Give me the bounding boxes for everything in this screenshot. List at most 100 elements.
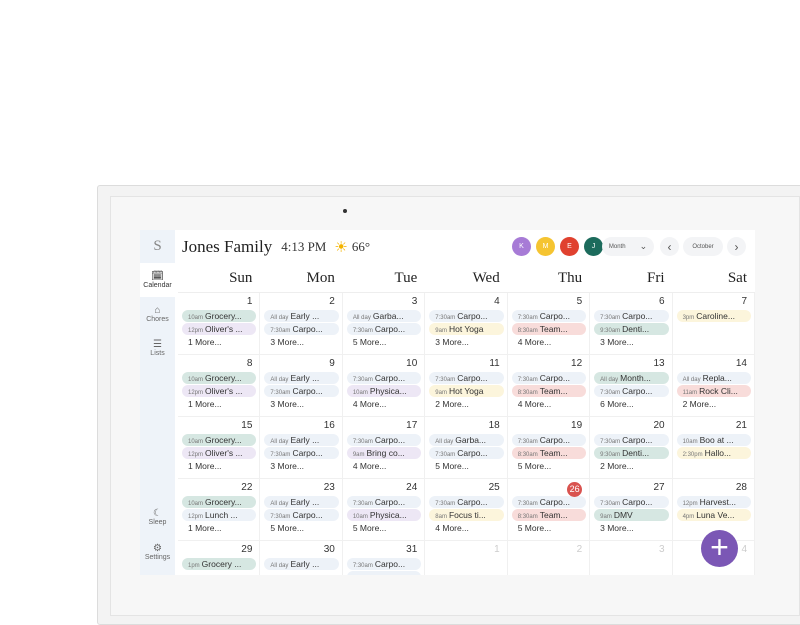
sidebar-item-lists[interactable]: ☰ Lists xyxy=(140,331,175,365)
more-events-link[interactable]: 2 More... xyxy=(600,461,634,471)
more-events-link[interactable]: 1 More... xyxy=(188,337,222,347)
more-events-link[interactable]: 3 More... xyxy=(270,461,304,471)
event-pill[interactable]: 7:30am Carpo... xyxy=(594,385,669,397)
event-pill[interactable]: 7:30am Carpo... xyxy=(264,447,339,459)
event-pill[interactable]: 10am Boo at ... xyxy=(676,434,751,446)
event-pill[interactable]: All day Garba... xyxy=(346,310,422,322)
event-pill[interactable]: 8:30am Team... xyxy=(511,323,587,335)
event-pill[interactable]: 10am Physica... xyxy=(346,385,422,397)
event-pill[interactable]: 7:30am Carpo... xyxy=(511,434,587,446)
event-pill[interactable]: 7:30am Carpo... xyxy=(429,447,504,459)
day-cell[interactable]: 13 All day Month... 7:30am Carpo... 6 More... xyxy=(590,355,673,417)
event-pill[interactable]: 9am DMV xyxy=(594,509,669,521)
event-pill[interactable]: 8:30am Team... xyxy=(511,509,587,521)
day-cell[interactable]: 2 All day Early ... 7:30am Carpo... 3 More... xyxy=(260,293,343,355)
event-pill[interactable]: 9am Bring co... xyxy=(346,447,422,459)
day-cell[interactable]: 9 All day Early ... 7:30am Carpo... 3 More... xyxy=(260,355,343,417)
next-month-button[interactable]: › xyxy=(727,237,746,256)
sidebar-item-chores[interactable]: ⌂ Chores xyxy=(140,297,175,331)
day-cell[interactable]: 17 7:30am Carpo... 9am Bring co... 4 More... xyxy=(342,417,426,479)
more-events-link[interactable]: 4 More... xyxy=(352,399,387,409)
avatar-m[interactable]: M xyxy=(536,237,555,256)
event-pill[interactable]: All day Early ... xyxy=(264,558,339,570)
day-cell[interactable]: 24 7:30am Carpo... 10am Physica... 5 More... xyxy=(342,479,426,541)
day-cell[interactable]: 23 All day Early ... 7:30am Carpo... 5 More..… xyxy=(260,479,343,541)
day-cell[interactable]: 29 1pm Grocery ... xyxy=(178,541,261,575)
day-cell[interactable]: 21 10am Boo at ... 2:30pm Hallo... xyxy=(672,417,755,479)
day-cell[interactable]: 4 xyxy=(673,541,755,575)
event-pill[interactable]: 8am Focus ti... xyxy=(429,509,504,521)
day-cell[interactable]: 18 All day Garba... 7:30am Carpo... 5 More... xyxy=(425,417,508,479)
event-pill[interactable]: All day Early ... xyxy=(264,496,339,508)
event-pill[interactable]: 4pm Luna Ve... xyxy=(676,509,751,521)
event-pill[interactable]: 7:30am Carpo... xyxy=(346,434,422,446)
day-cell[interactable]: 3 All day Garba... 7:30am Carpo... 5 More... xyxy=(342,293,426,355)
more-events-link[interactable]: 3 More... xyxy=(600,337,634,347)
event-pill[interactable]: 7:30am Carpo... xyxy=(346,323,422,335)
day-cell[interactable]: 30 All day Early ... xyxy=(260,541,343,575)
day-cell[interactable]: 19 7:30am Carpo... 8:30am Team... 5 More... xyxy=(507,417,591,479)
more-events-link[interactable]: 3 More... xyxy=(435,337,469,347)
event-pill[interactable]: 10am Grocery... xyxy=(182,496,257,508)
add-event-button[interactable]: + xyxy=(701,530,738,567)
sidebar-item-settings[interactable]: ⚙ Settings xyxy=(140,535,175,569)
event-pill[interactable]: 10am Grocery... xyxy=(182,372,257,384)
event-pill[interactable]: 8:30am Team... xyxy=(511,447,587,459)
more-events-link[interactable]: 5 More... xyxy=(352,337,387,347)
event-pill[interactable]: All day Early ... xyxy=(264,372,339,384)
event-pill[interactable]: 10am Physica... xyxy=(346,509,422,521)
more-events-link[interactable]: 2 More... xyxy=(435,399,469,409)
more-events-link[interactable]: 3 More... xyxy=(600,523,634,533)
event-pill[interactable]: All day Early ... xyxy=(264,434,339,446)
event-pill[interactable]: 9:30am Denti... xyxy=(594,447,669,459)
event-pill[interactable] xyxy=(346,571,422,575)
event-pill[interactable]: 7:30am Carpo... xyxy=(429,372,504,384)
event-pill[interactable]: All day Garba... xyxy=(429,434,504,446)
more-events-link[interactable]: 1 More... xyxy=(188,461,222,471)
event-pill[interactable]: 12pm Lunch ... xyxy=(182,509,257,521)
day-cell[interactable]: 12 7:30am Carpo... 8:30am Team... 4 More... xyxy=(507,355,591,417)
view-mode-select[interactable]: Month ⌄ xyxy=(602,237,654,256)
day-cell[interactable]: 5 7:30am Carpo... 8:30am Team... 4 More... xyxy=(507,293,591,355)
avatar-e[interactable]: E xyxy=(560,237,579,256)
more-events-link[interactable]: 5 More... xyxy=(517,461,552,471)
event-pill[interactable]: 7:30am Carpo... xyxy=(429,310,504,322)
day-cell[interactable]: 4 7:30am Carpo... 9am Hot Yoga 3 More... xyxy=(425,293,508,355)
day-cell[interactable]: 31 7:30am Carpo... xyxy=(343,541,426,575)
more-events-link[interactable]: 6 More... xyxy=(600,399,634,409)
event-pill[interactable]: 9am Hot Yoga xyxy=(429,323,504,335)
event-pill[interactable]: 7:30am Carpo... xyxy=(511,310,587,322)
more-events-link[interactable]: 4 More... xyxy=(517,399,552,409)
event-pill[interactable]: 12pm Oliver's ... xyxy=(182,447,257,459)
more-events-link[interactable]: 4 More... xyxy=(352,461,387,471)
more-events-link[interactable]: 3 More... xyxy=(270,399,304,409)
event-pill[interactable]: 7:30am Carpo... xyxy=(594,496,669,508)
event-pill[interactable]: 7:30am Carpo... xyxy=(346,558,422,570)
day-cell[interactable]: 26 7:30am Carpo... 8:30am Team... 5 More... xyxy=(507,479,591,541)
sidebar-item-sleep[interactable]: ☾ Sleep xyxy=(140,500,175,534)
day-cell[interactable]: 10 7:30am Carpo... 10am Physica... 4 More... xyxy=(342,355,426,417)
event-pill[interactable]: 2:30pm Hallo... xyxy=(676,447,751,459)
event-pill[interactable]: All day Repla... xyxy=(676,372,751,384)
event-pill[interactable]: 10am Grocery... xyxy=(182,434,257,446)
event-pill[interactable]: All day Month... xyxy=(594,372,669,384)
day-cell[interactable]: 22 10am Grocery... 12pm Lunch ... 1 More... xyxy=(178,479,261,541)
event-pill[interactable]: 7:30am Carpo... xyxy=(429,496,504,508)
event-pill[interactable]: All day Early ... xyxy=(264,310,339,322)
more-events-link[interactable]: 4 More... xyxy=(517,337,552,347)
more-events-link[interactable]: 1 More... xyxy=(188,399,222,409)
event-pill[interactable]: 11am Rock Cli... xyxy=(676,385,751,397)
event-pill[interactable]: 9am Hot Yoga xyxy=(429,385,504,397)
more-events-link[interactable]: 5 More... xyxy=(517,523,552,533)
day-cell[interactable]: 27 7:30am Carpo... 9am DMV 3 More... xyxy=(590,479,673,541)
event-pill[interactable]: 8:30am Team... xyxy=(511,385,587,397)
more-events-link[interactable]: 1 More... xyxy=(188,523,222,533)
day-cell[interactable]: 25 7:30am Carpo... 8am Focus ti... 4 More... xyxy=(425,479,508,541)
more-events-link[interactable]: 3 More... xyxy=(270,337,304,347)
event-pill[interactable]: 7:30am Carpo... xyxy=(594,310,669,322)
day-cell[interactable]: 2 xyxy=(508,541,591,575)
event-pill[interactable]: 7:30am Carpo... xyxy=(594,434,669,446)
day-cell[interactable]: 16 All day Early ... 7:30am Carpo... 3 More..… xyxy=(260,417,343,479)
event-pill[interactable]: 12pm Harvest... xyxy=(676,496,751,508)
event-pill[interactable]: 12pm Oliver's ... xyxy=(182,323,257,335)
